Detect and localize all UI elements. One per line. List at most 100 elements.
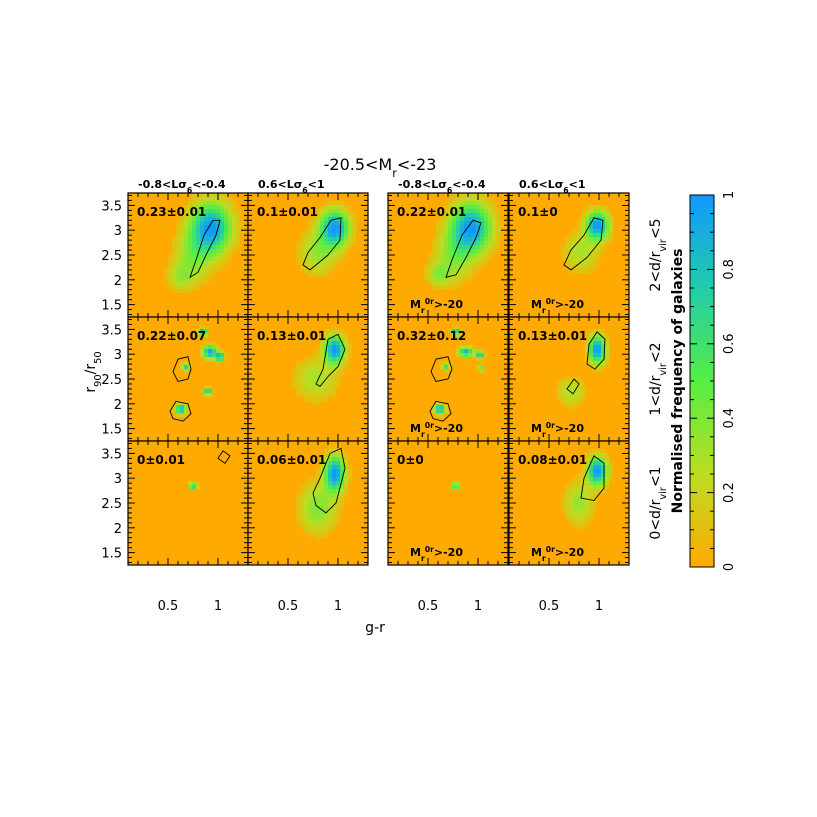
heatmap-cell — [601, 473, 606, 478]
heatmap-cell — [328, 365, 333, 370]
heatmap-cell — [344, 473, 349, 478]
heatmap-cell — [456, 349, 461, 354]
heatmap-cell — [444, 257, 449, 262]
heatmap-cell — [308, 369, 313, 374]
heatmap-cell — [188, 245, 193, 250]
heatmap-cell — [208, 341, 213, 346]
heatmap-cell — [172, 237, 177, 242]
heatmap-cell — [336, 469, 341, 474]
heatmap-cell — [320, 241, 325, 246]
heatmap-cell — [304, 497, 309, 502]
heatmap-cell — [468, 233, 473, 238]
heatmap-cell — [352, 221, 357, 226]
heatmap-cell — [208, 249, 213, 254]
heatmap-cell — [460, 257, 465, 262]
heatmap-cell — [336, 229, 341, 234]
heatmap-cell — [316, 221, 321, 226]
heatmap-cell — [184, 253, 189, 258]
heatmap-cell — [581, 225, 586, 230]
heatmap-cell — [601, 241, 606, 246]
heatmap-cell — [448, 233, 453, 238]
heatmap-cell — [601, 345, 606, 350]
heatmap-cell — [444, 277, 449, 282]
heatmap-cell — [200, 245, 205, 250]
heatmap-cell — [605, 213, 610, 218]
heatmap-cell — [581, 221, 586, 226]
heatmap-cell — [448, 281, 453, 286]
heatmap-cell — [472, 237, 477, 242]
heatmap-cell — [452, 269, 457, 274]
heatmap-cell — [597, 461, 602, 466]
heatmap-cell — [312, 245, 317, 250]
fraction-label: 0.13±0.01 — [257, 329, 326, 343]
heatmap-cell — [593, 233, 598, 238]
heatmap-cell — [609, 477, 614, 482]
heatmap-cell — [216, 353, 221, 358]
heatmap-cell — [593, 213, 598, 218]
heatmap-cell — [316, 233, 321, 238]
heatmap-cell — [328, 449, 333, 454]
heatmap-cell — [589, 249, 594, 254]
heatmap-cell — [332, 381, 337, 386]
heatmap-cell — [484, 229, 489, 234]
heatmap-cell — [304, 393, 309, 398]
heatmap-cell — [324, 489, 329, 494]
heatmap-cell — [605, 217, 610, 222]
heatmap-cell — [444, 245, 449, 250]
heatmap-cell — [332, 469, 337, 474]
heatmap-cell — [585, 249, 590, 254]
heatmap-cell — [320, 521, 325, 526]
heatmap-cell — [172, 261, 177, 266]
heatmap-cell — [561, 377, 566, 382]
heatmap-cell — [589, 229, 594, 234]
heatmap-cell — [561, 505, 566, 510]
heatmap-cell — [308, 381, 313, 386]
heatmap-cell — [565, 245, 570, 250]
heatmap-cell — [224, 233, 229, 238]
heatmap-cell — [565, 517, 570, 522]
heatmap-cell — [440, 265, 445, 270]
heatmap-cell — [332, 357, 337, 362]
heatmap-cell — [296, 389, 301, 394]
heatmap-cell — [304, 241, 309, 246]
heatmap-cell — [585, 521, 590, 526]
heatmap-cell — [180, 289, 185, 294]
heatmap-cell — [597, 453, 602, 458]
heatmap-cell — [312, 513, 317, 518]
heatmap-cell — [232, 221, 237, 226]
heatmap-cell — [184, 229, 189, 234]
heatmap-cell — [344, 477, 349, 482]
row-label: 1<d/rvir​<2 — [648, 342, 669, 415]
heatmap-cell — [328, 529, 333, 534]
heatmap-cell — [324, 221, 329, 226]
heatmap-cell — [320, 469, 325, 474]
heatmap-cell — [577, 237, 582, 242]
heatmap-cell — [200, 349, 205, 354]
x-tick-label: 1 — [474, 599, 482, 614]
heatmap-cell — [609, 233, 614, 238]
heatmap-cell — [320, 509, 325, 514]
heatmap-cell — [577, 393, 582, 398]
heatmap-cell — [480, 369, 485, 374]
heatmap-cell — [328, 213, 333, 218]
heatmap-cell — [605, 353, 610, 358]
x-tick-label: 1 — [334, 599, 342, 614]
heatmap-cell — [308, 257, 313, 262]
heatmap-cell — [312, 505, 317, 510]
heatmap-cell — [460, 349, 465, 354]
heatmap-cell — [468, 193, 473, 198]
heatmap-cell — [436, 285, 441, 290]
heatmap-cell — [597, 473, 602, 478]
heatmap-cell — [577, 521, 582, 526]
heatmap-cell — [332, 213, 337, 218]
heatmap-cell — [184, 409, 189, 414]
heatmap-cell — [188, 209, 193, 214]
heatmap-cell — [344, 349, 349, 354]
heatmap-cell — [212, 193, 217, 198]
heatmap-cell — [332, 361, 337, 366]
heatmap-cell — [344, 365, 349, 370]
heatmap-cell — [577, 513, 582, 518]
heatmap-cell — [605, 233, 610, 238]
heatmap-cell — [316, 473, 321, 478]
heatmap-cell — [216, 269, 221, 274]
